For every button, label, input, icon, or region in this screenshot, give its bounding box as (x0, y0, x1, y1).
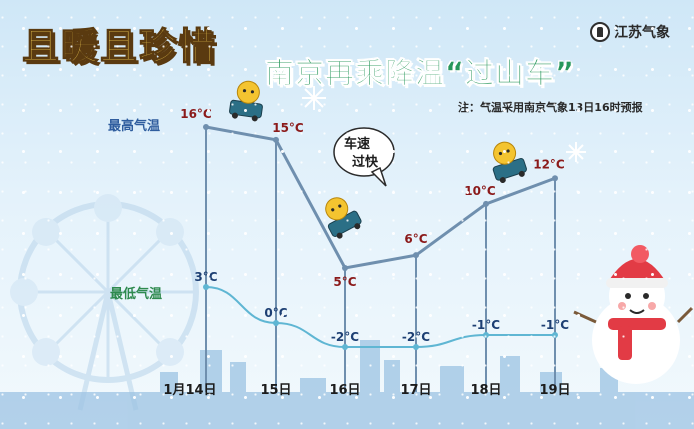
data-label-high: 15°C (272, 121, 304, 135)
main-title: 且暖且珍惜 (21, 24, 217, 68)
data-label-low: -1°C (472, 318, 500, 332)
data-point-high (203, 124, 209, 130)
data-point-high (552, 175, 558, 182)
data-point-low (273, 320, 279, 326)
x-tick-label: 15日 (260, 383, 291, 398)
bubble-text-line1: 车速 (344, 136, 370, 152)
data-point-high (483, 200, 489, 207)
data-point-low (203, 284, 209, 290)
data-point-low (552, 332, 558, 338)
x-tick-label: 16日 (329, 383, 360, 398)
sub-title: 南京再乘降温“过山车” (265, 56, 576, 91)
data-label-high: 16°C (180, 107, 212, 121)
series-label-high: 最高气温 (108, 118, 160, 134)
brand-name: 江苏气象 (614, 25, 670, 41)
series-line-high (205, 125, 556, 270)
brand: 江苏气象 (590, 22, 670, 42)
coaster-cart-icon (229, 80, 263, 122)
series-line-low (205, 286, 555, 349)
data-label-high: 6°C (404, 232, 427, 246)
data-point-high (413, 252, 419, 259)
data-label-high: 10°C (464, 184, 496, 198)
data-point-high (342, 265, 348, 271)
speech-bubble: 车速 过快 (333, 127, 395, 187)
x-tick-label: 18日 (470, 383, 501, 398)
data-point-low (483, 332, 489, 338)
coaster-cart-icon (492, 141, 527, 184)
forecast-note: 注：气温采用南京气象13日16时预报 (458, 101, 643, 114)
x-tick-label: 17日 (400, 383, 431, 398)
data-point-high (273, 136, 279, 143)
brand-logo-icon (590, 22, 610, 42)
coaster-cart-icon (325, 197, 362, 239)
data-label-low: 3°C (194, 270, 217, 284)
data-point-low (342, 344, 348, 350)
snowman-icon (573, 245, 694, 384)
ferris-wheel-icon (10, 194, 199, 411)
data-label-low: 0°C (264, 306, 287, 320)
data-label-high: 5°C (333, 275, 356, 289)
data-point-low (413, 344, 419, 350)
bubble-text-line2: 过快 (352, 154, 379, 170)
data-label-low: -2°C (402, 330, 430, 344)
x-tick-label: 1月14日 (163, 383, 216, 398)
snowflake-icon (302, 86, 586, 162)
data-label-high: 12°C (533, 157, 565, 171)
series-label-low: 最低气温 (110, 286, 162, 302)
x-tick-label: 19日 (539, 383, 570, 398)
data-label-low: -2°C (331, 330, 359, 344)
data-label-low: -1°C (541, 318, 569, 332)
